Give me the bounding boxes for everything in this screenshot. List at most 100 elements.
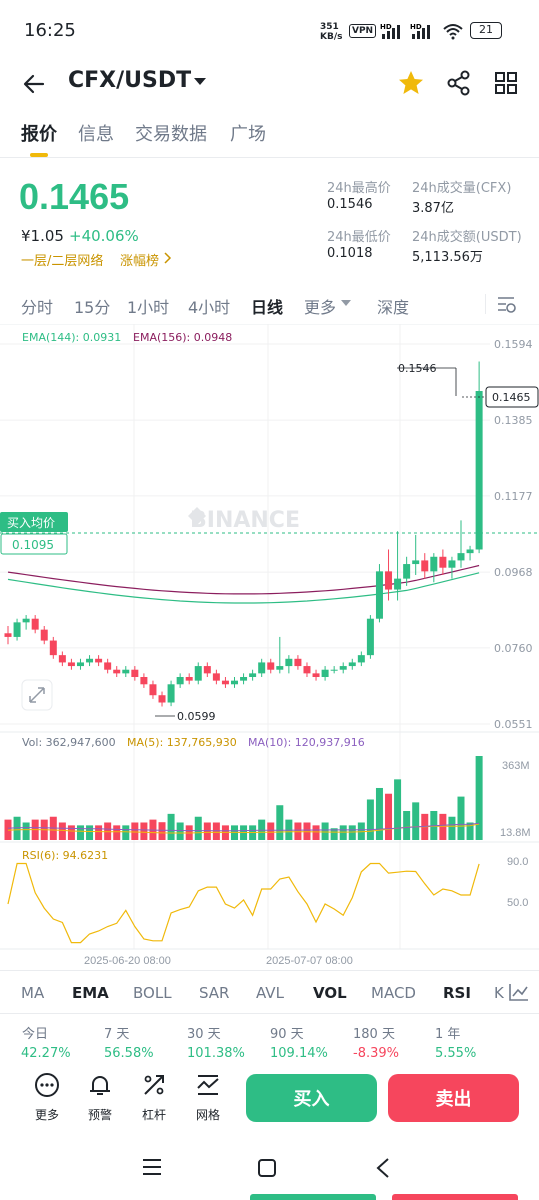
indicator-kdj[interactable]: K bbox=[494, 984, 504, 1002]
volume-bar bbox=[375, 787, 383, 840]
chevron-down-icon[interactable] bbox=[193, 77, 207, 87]
volume-bar bbox=[385, 793, 393, 840]
more-label: 更多 bbox=[34, 1108, 59, 1122]
candle-body bbox=[375, 571, 383, 619]
volume-bar bbox=[95, 825, 103, 840]
volume-label: 24h成交量(CFX) bbox=[412, 181, 512, 196]
back-arrow-icon[interactable] bbox=[22, 72, 46, 96]
chevron-right-icon bbox=[164, 252, 172, 264]
ma10-legend: MA(10): 120,937,916 bbox=[248, 736, 365, 749]
amount-label: 24h成交额(USDT) bbox=[412, 230, 522, 245]
expand-icon[interactable] bbox=[29, 687, 45, 703]
margin-button[interactable]: 杠杆 bbox=[134, 1072, 174, 1123]
indicator-settings-icon[interactable] bbox=[508, 982, 530, 1002]
volume-bar bbox=[86, 825, 94, 840]
grid-trading-button[interactable]: 网格 bbox=[188, 1072, 228, 1123]
high-marker: 0.1546 bbox=[398, 362, 437, 375]
star-icon[interactable] bbox=[397, 69, 425, 97]
interval-1d[interactable]: 日线 bbox=[251, 298, 284, 317]
indicator-sar[interactable]: SAR bbox=[199, 984, 230, 1002]
candle-body bbox=[212, 673, 220, 681]
back-icon[interactable] bbox=[375, 1157, 391, 1179]
indicator-avl[interactable]: AVL bbox=[256, 984, 284, 1002]
pair-title[interactable]: CFX/USDT bbox=[68, 68, 192, 93]
candle-body bbox=[421, 560, 429, 572]
buy-button-shadow bbox=[250, 1194, 376, 1200]
interval-tick[interactable]: 分时 bbox=[21, 298, 54, 317]
svg-text:HD: HD bbox=[410, 23, 422, 31]
interval-15m[interactable]: 15分 bbox=[74, 298, 111, 317]
price-tick: 0.0760 bbox=[494, 642, 533, 655]
perf-label-7d: 7 天 bbox=[104, 1027, 130, 1042]
battery-icon: 21 bbox=[470, 22, 502, 39]
buy-button[interactable]: 买入 bbox=[246, 1074, 377, 1122]
alert-button[interactable]: 预警 bbox=[80, 1072, 120, 1123]
tab-quote[interactable]: 报价 bbox=[21, 124, 57, 145]
interval-4h[interactable]: 4小时 bbox=[188, 298, 231, 317]
candle-body bbox=[439, 556, 447, 568]
interval-more[interactable]: 更多 bbox=[304, 298, 337, 317]
kline-chart[interactable]: BINANCE 0.1594 0.1385 0.1177 0.0968 0.0760 0.… bbox=[0, 324, 539, 970]
indicator-boll[interactable]: BOLL bbox=[133, 984, 172, 1002]
menu-icon[interactable] bbox=[141, 1158, 163, 1176]
grid-icon[interactable] bbox=[494, 71, 518, 95]
candle-body bbox=[466, 549, 474, 554]
indicator-rsi[interactable]: RSI bbox=[443, 984, 471, 1002]
clock: 16:25 bbox=[24, 20, 76, 41]
home-icon[interactable] bbox=[257, 1158, 277, 1178]
sector-tag[interactable]: 一层/二层网络 bbox=[21, 254, 104, 269]
price-change: +40.06% bbox=[69, 227, 139, 245]
candle-body bbox=[385, 571, 393, 590]
interval-depth[interactable]: 深度 bbox=[377, 298, 410, 317]
volume-bar bbox=[439, 813, 447, 840]
candle-body bbox=[294, 658, 302, 667]
binance-logo-icon bbox=[188, 507, 206, 525]
candle-body bbox=[366, 618, 374, 656]
candle-body bbox=[104, 662, 112, 670]
cny-price: ¥1.05 bbox=[21, 227, 64, 245]
sell-button[interactable]: 卖出 bbox=[388, 1074, 519, 1122]
volume-bar bbox=[412, 802, 420, 840]
perf-label-90d: 90 天 bbox=[270, 1027, 304, 1042]
candle-body bbox=[394, 578, 402, 590]
candle-body bbox=[176, 677, 184, 685]
share-icon[interactable] bbox=[446, 70, 472, 96]
indicator-ma[interactable]: MA bbox=[21, 984, 45, 1002]
indicator-vol[interactable]: VOL bbox=[313, 984, 347, 1002]
more-button[interactable]: 更多 bbox=[27, 1072, 67, 1123]
volume-bar bbox=[203, 822, 211, 840]
alert-label: 预警 bbox=[87, 1108, 112, 1122]
grid-trading-label: 网格 bbox=[195, 1108, 220, 1122]
tab-square[interactable]: 广场 bbox=[230, 124, 266, 145]
price-tick: 0.0968 bbox=[494, 566, 533, 579]
vol-tick-bottom: 13.8M bbox=[500, 827, 531, 839]
leverage-icon bbox=[144, 1075, 164, 1095]
chart-settings-icon[interactable] bbox=[496, 294, 518, 314]
candle-body bbox=[312, 673, 320, 678]
gainers-tag[interactable]: 涨幅榜 bbox=[120, 254, 160, 269]
volume-bar bbox=[366, 799, 374, 840]
volume-bar bbox=[403, 810, 411, 840]
tab-trading-data[interactable]: 交易数据 bbox=[135, 124, 207, 145]
tab-info[interactable]: 信息 bbox=[78, 124, 114, 145]
volume-value: 3.87亿 bbox=[412, 201, 454, 216]
volume-bar bbox=[194, 816, 202, 840]
ema156-legend: EMA(156): 0.0948 bbox=[133, 331, 232, 344]
rsi-legend: RSI(6): 94.6231 bbox=[22, 849, 108, 862]
margin-label: 杠杆 bbox=[141, 1108, 166, 1122]
ma5-legend: MA(5): 137,765,930 bbox=[127, 736, 237, 749]
indicator-ema[interactable]: EMA bbox=[72, 984, 109, 1002]
divider bbox=[485, 294, 486, 314]
candle-body bbox=[67, 662, 75, 667]
volume-bar bbox=[348, 825, 356, 840]
volume-bar bbox=[321, 822, 329, 840]
candle-body bbox=[4, 633, 12, 637]
volume-bar bbox=[475, 756, 483, 840]
candle-body bbox=[149, 684, 157, 696]
volume-bar bbox=[167, 813, 175, 840]
interval-1h[interactable]: 1小时 bbox=[127, 298, 170, 317]
more-icon bbox=[35, 1073, 59, 1097]
candle-body bbox=[13, 622, 21, 637]
indicator-macd[interactable]: MACD bbox=[371, 984, 416, 1002]
candle-body bbox=[267, 662, 275, 670]
